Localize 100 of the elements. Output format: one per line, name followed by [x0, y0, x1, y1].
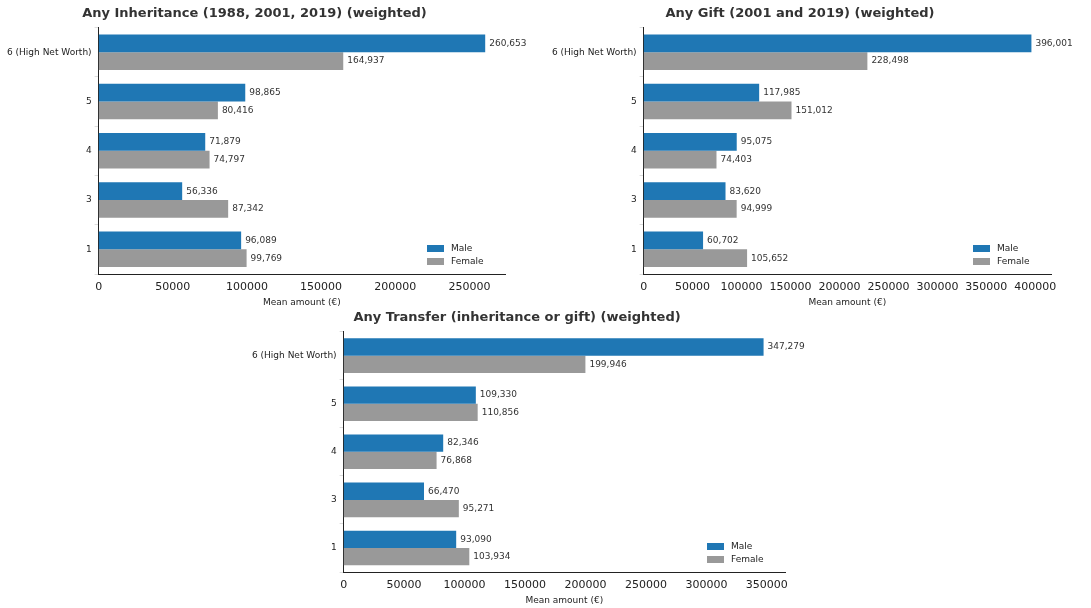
y-tick-label: 5	[630, 95, 637, 106]
data-label: 87,342	[232, 203, 264, 214]
y-tick-label: 6 (High Net Worth)	[6, 46, 92, 57]
legend-label: Female	[997, 255, 1030, 266]
data-label: 76,868	[440, 454, 473, 465]
bar	[343, 434, 444, 452]
bar	[98, 101, 218, 120]
bar	[643, 133, 737, 151]
x-tick-label: 250000	[448, 280, 491, 294]
data-label: 99,769	[250, 252, 283, 263]
data-label: 347,279	[767, 341, 806, 352]
bar	[343, 386, 476, 404]
bar	[643, 182, 726, 201]
bar	[98, 200, 229, 218]
x-tick-label: 100000	[225, 280, 268, 294]
x-tick-label: 400000	[1014, 280, 1057, 294]
x-tick-label: 300000	[916, 280, 959, 294]
bar	[98, 52, 344, 70]
y-tick-label: 1	[85, 243, 92, 254]
x-tick-label: 0	[640, 280, 648, 294]
bar	[643, 52, 868, 70]
y-tick-label: 4	[330, 446, 337, 457]
x-tick-label: 200000	[818, 280, 861, 294]
data-label: 396,001	[1035, 37, 1073, 48]
y-tick-label: 3	[630, 194, 637, 205]
data-label: 56,336	[186, 185, 218, 196]
x-axis-title: Mean amount (€)	[808, 296, 887, 307]
y-tick-label: 5	[85, 95, 92, 106]
data-label: 105,652	[751, 252, 789, 263]
x-tick-label: 50000	[675, 280, 711, 294]
bar	[343, 530, 457, 548]
data-label: 151,012	[795, 104, 833, 115]
data-label: 228,498	[871, 55, 909, 66]
x-tick-label: 300000	[685, 578, 728, 592]
data-label: 110,856	[481, 406, 520, 417]
data-label: 98,865	[249, 86, 281, 97]
x-tick-label: 200000	[374, 280, 417, 294]
data-label: 95,271	[462, 502, 495, 513]
y-tick-label: 3	[330, 494, 337, 505]
legend-label: Female	[451, 255, 484, 266]
bar	[343, 338, 764, 356]
x-tick-label: 100000	[720, 280, 763, 294]
bar	[343, 482, 424, 500]
data-label: 93,090	[460, 533, 492, 544]
data-label: 66,470	[428, 485, 460, 496]
data-label: 260,653	[489, 37, 527, 48]
data-label: 96,089	[245, 234, 277, 245]
data-label: 71,879	[209, 136, 241, 147]
x-tick-label: 50000	[155, 280, 191, 294]
x-axis-title: Mean amount (€)	[262, 296, 341, 307]
bar	[98, 83, 246, 102]
x-tick-label: 150000	[769, 280, 812, 294]
legend-label: Female	[731, 553, 764, 564]
x-tick-label: 150000	[504, 578, 547, 592]
bar	[643, 101, 792, 120]
x-tick-label: 0	[95, 280, 103, 294]
chart-title: Any Gift (2001 and 2019) (weighted)	[665, 5, 935, 21]
chart-title: Any Transfer (inheritance or gift) (weighted)	[353, 309, 681, 325]
bar	[98, 182, 183, 201]
data-label: 94,999	[740, 203, 773, 214]
data-label: 164,937	[347, 55, 385, 66]
data-label: 117,985	[763, 86, 801, 97]
bar	[343, 355, 586, 373]
y-tick-label: 4	[85, 145, 92, 156]
data-label: 74,797	[213, 154, 246, 165]
bar	[643, 249, 748, 268]
data-label: 74,403	[720, 154, 752, 165]
y-tick-label: 6 (High Net Worth)	[551, 46, 637, 57]
data-label: 95,075	[740, 136, 773, 147]
x-axis-title: Mean amount (€)	[525, 594, 604, 605]
x-tick-label: 250000	[624, 578, 667, 592]
legend-label: Male	[731, 540, 753, 551]
bar	[643, 83, 760, 102]
x-tick-label: 250000	[867, 280, 910, 294]
y-tick-label: 6 (High Net Worth)	[251, 349, 337, 360]
bar	[343, 451, 437, 470]
data-label: 199,946	[589, 358, 627, 369]
bar	[98, 34, 486, 53]
x-tick-label: 350000	[965, 280, 1008, 294]
x-tick-label: 200000	[564, 578, 607, 592]
bar	[98, 249, 247, 268]
bar	[643, 200, 737, 218]
legend-label: Male	[451, 242, 473, 253]
bar	[98, 150, 210, 169]
bar	[343, 499, 459, 518]
y-tick-label: 5	[330, 398, 337, 409]
y-tick-label: 1	[630, 243, 637, 254]
x-tick-label: 100000	[443, 578, 486, 592]
bar	[643, 34, 1032, 53]
x-tick-label: 350000	[745, 578, 788, 592]
data-label: 80,416	[221, 104, 254, 115]
bar	[343, 403, 478, 422]
x-tick-label: 0	[340, 578, 348, 592]
data-label: 60,702	[707, 234, 739, 245]
legend-label: Male	[997, 242, 1019, 253]
data-label: 82,346	[447, 437, 479, 448]
bar	[643, 231, 704, 250]
x-tick-label: 150000	[300, 280, 343, 294]
y-tick-label: 1	[330, 542, 337, 553]
y-tick-label: 4	[630, 145, 637, 156]
